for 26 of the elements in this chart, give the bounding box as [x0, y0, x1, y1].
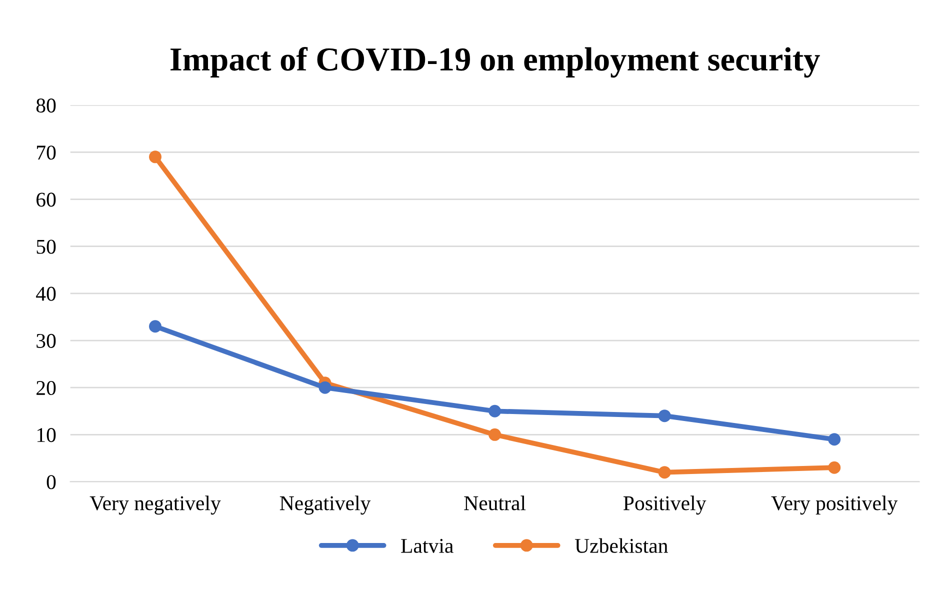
y-tick-label: 50 [36, 240, 56, 254]
point [318, 381, 332, 394]
point [828, 433, 841, 446]
legend-label: Uzbekistan [574, 538, 668, 553]
point [488, 428, 502, 441]
y-tick-label: 70 [37, 146, 56, 160]
point [828, 461, 841, 474]
y-tick-label: 0 [46, 475, 56, 490]
x-tick-label: Neutral [464, 496, 526, 510]
y-tick-label: 30 [36, 334, 56, 348]
y-tick-label: 40 [36, 286, 56, 301]
y-tick-label: 60 [36, 192, 56, 207]
x-tick-label: Very positively [771, 496, 898, 515]
y-tick-label: 10 [37, 428, 56, 442]
chart-title: Impact of COVID-19 on employment security [170, 46, 820, 78]
point [148, 320, 162, 333]
y-tick-label: 20 [36, 380, 56, 396]
legend-label: Latvia [401, 538, 454, 553]
point [488, 404, 502, 418]
y-tick-label: 80 [36, 98, 56, 113]
x-tick-label: Very negatively [90, 496, 221, 515]
x-tick-label: Negatively [280, 496, 371, 515]
point [148, 150, 162, 164]
point [658, 410, 671, 422]
point [658, 466, 671, 479]
x-tick-label: Positively [624, 496, 706, 515]
